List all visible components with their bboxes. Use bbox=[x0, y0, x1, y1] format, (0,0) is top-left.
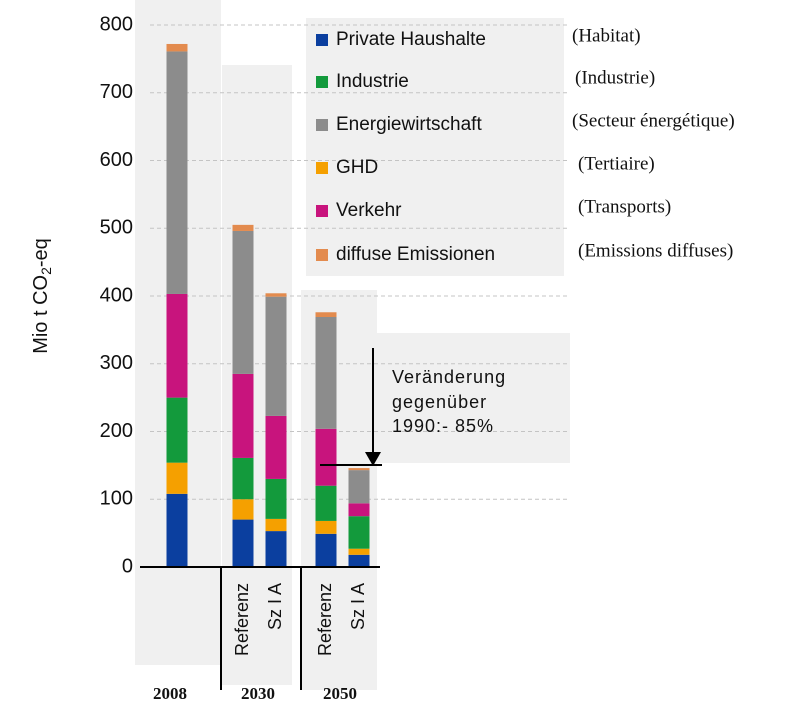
bar-segment bbox=[315, 428, 337, 486]
x-tick-label: Sz I A bbox=[265, 583, 285, 630]
y-tick-label: 800 bbox=[100, 13, 133, 35]
bar-segment bbox=[166, 462, 188, 494]
annotation: 1990:- 85% bbox=[392, 416, 494, 436]
x-tick-label: Referenz bbox=[315, 583, 335, 656]
y-tick-label: 400 bbox=[100, 284, 133, 306]
bar-segment bbox=[166, 493, 188, 567]
legend-translation: (Secteur énergétique) bbox=[572, 110, 735, 131]
bar-segment bbox=[348, 468, 370, 471]
legend-label: Energiewirtschaft bbox=[336, 114, 482, 135]
legend-panel bbox=[306, 18, 564, 276]
x-tick-label: Sz I A bbox=[348, 583, 368, 630]
bar-segment bbox=[265, 531, 287, 567]
legend-label: Verkehr bbox=[336, 200, 402, 221]
bar-segment bbox=[232, 457, 254, 500]
legend-swatch bbox=[316, 205, 328, 217]
annotation: gegenüber bbox=[392, 392, 487, 412]
y-axis-label: Mio t CO2-eq bbox=[30, 238, 53, 354]
y-tick-label: 300 bbox=[100, 352, 133, 374]
legend-label: Private Haushalte bbox=[336, 29, 486, 50]
bar-segment bbox=[232, 373, 254, 458]
legend-swatch bbox=[316, 249, 328, 261]
legend-swatch bbox=[316, 162, 328, 174]
legend-swatch bbox=[316, 34, 328, 46]
bar-segment bbox=[348, 548, 370, 555]
group-label: 2008 bbox=[153, 684, 187, 703]
bar-segment bbox=[315, 312, 337, 318]
bar-segment bbox=[166, 293, 188, 398]
bar-segment bbox=[265, 293, 287, 297]
y-tick-label: 700 bbox=[100, 81, 133, 103]
bar-segment bbox=[348, 516, 370, 549]
legend-label: Industrie bbox=[336, 71, 409, 92]
legend-translation: (Transports) bbox=[578, 196, 671, 217]
legend-swatch bbox=[316, 76, 328, 88]
bar-segment bbox=[166, 397, 188, 463]
y-tick-label: 0 bbox=[122, 555, 133, 577]
legend-translation: (Habitat) bbox=[572, 25, 641, 46]
x-tick-label: Referenz bbox=[232, 583, 252, 656]
bar-segment bbox=[265, 415, 287, 479]
annotation-panel bbox=[377, 333, 570, 463]
group-label: 2050 bbox=[323, 684, 357, 703]
bar-segment bbox=[232, 499, 254, 520]
bar-segment bbox=[348, 470, 370, 504]
bar-segment bbox=[166, 43, 188, 52]
y-tick-label: 200 bbox=[100, 420, 133, 442]
bar-segment bbox=[265, 518, 287, 532]
bar-segment bbox=[315, 520, 337, 534]
y-tick-label: 600 bbox=[100, 149, 133, 171]
bar-segment bbox=[232, 519, 254, 567]
bar-segment bbox=[315, 533, 337, 567]
arrow-head bbox=[365, 452, 381, 466]
bar-segment bbox=[232, 230, 254, 374]
group-label: 2030 bbox=[241, 684, 275, 703]
legend-translation: (Industrie) bbox=[575, 67, 655, 88]
bar-segment bbox=[166, 51, 188, 294]
bar-segment bbox=[315, 317, 337, 429]
legend-label: GHD bbox=[336, 157, 378, 178]
bar-segment bbox=[232, 224, 254, 231]
y-tick-label: 500 bbox=[100, 217, 133, 239]
bar-segment bbox=[315, 485, 337, 521]
bar-segment bbox=[265, 296, 287, 416]
bar-segment bbox=[348, 503, 370, 517]
annotation: Veränderung bbox=[392, 367, 506, 387]
y-tick-label: 100 bbox=[100, 488, 133, 510]
legend-label: diffuse Emissionen bbox=[336, 244, 495, 265]
legend-translation: (Tertiaire) bbox=[578, 153, 655, 174]
bar-segment bbox=[348, 554, 370, 567]
bar-segment bbox=[265, 478, 287, 519]
legend-swatch bbox=[316, 119, 328, 131]
legend-translation: (Emissions diffuses) bbox=[578, 240, 733, 261]
